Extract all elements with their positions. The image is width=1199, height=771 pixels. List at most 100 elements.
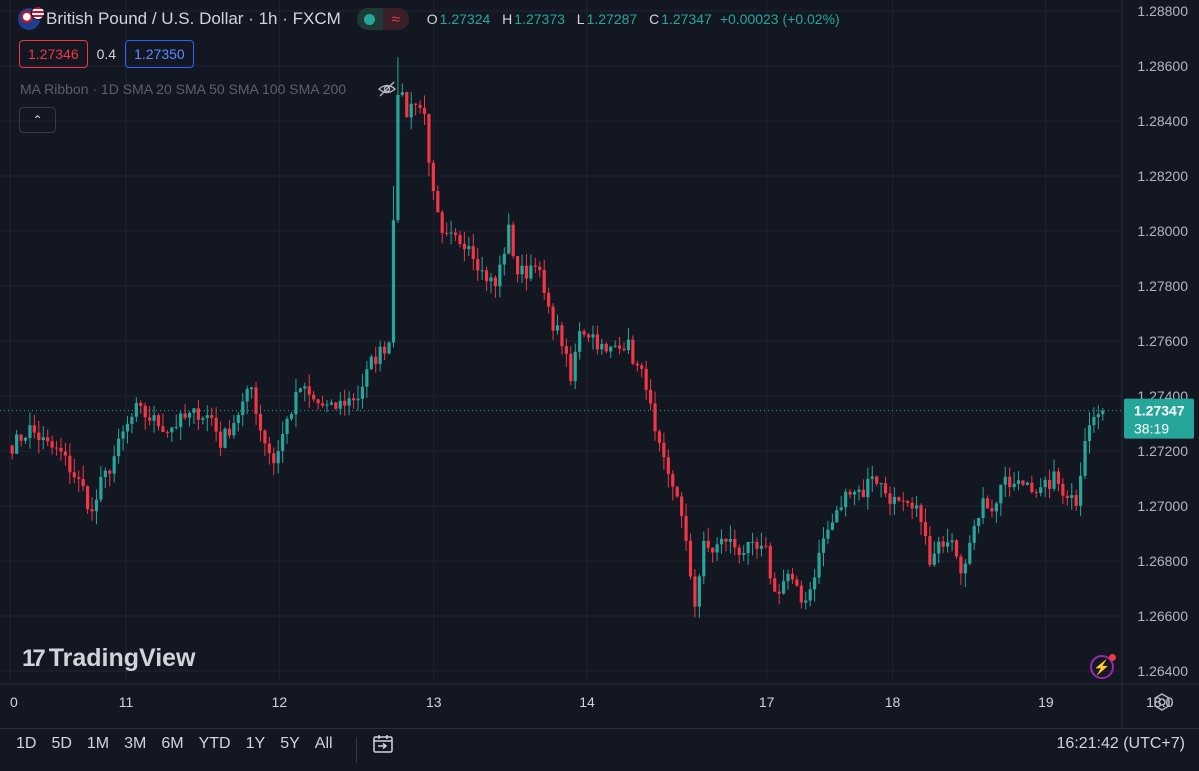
- candle-body: [914, 505, 919, 509]
- tf-5y[interactable]: 5Y: [280, 735, 300, 752]
- candle-body: [94, 499, 99, 512]
- buy-button[interactable]: 1.27350: [125, 40, 194, 68]
- candle-body: [968, 542, 972, 564]
- candle-body: [981, 498, 985, 518]
- candle-body: [312, 394, 316, 400]
- trade-panel: 1.27346 0.4 1.27350: [19, 40, 194, 68]
- ohlc-key-close: C: [649, 11, 660, 27]
- candle-body: [959, 556, 963, 574]
- tf-3m[interactable]: 3M: [124, 735, 147, 752]
- candle-body: [143, 405, 147, 418]
- symbol-title[interactable]: British Pound / U.S. Dollar · 1h · FXCM: [46, 9, 341, 28]
- candle-body: [1043, 479, 1047, 488]
- lightning-icon[interactable]: ⚡: [1090, 654, 1116, 679]
- tf-ytd[interactable]: YTD: [198, 735, 231, 752]
- candle-body: [196, 408, 201, 420]
- candle-body: [391, 220, 396, 343]
- candle-body: [1056, 471, 1061, 484]
- candle-body: [1052, 471, 1056, 489]
- candle-body: [932, 553, 936, 565]
- candle-body: [804, 600, 808, 603]
- candle-body: [351, 398, 356, 401]
- candle-body: [609, 346, 613, 352]
- candle-body: [59, 447, 63, 452]
- candle-body: [644, 368, 648, 390]
- tf-1y[interactable]: 1Y: [245, 735, 266, 752]
- calendar-range-icon[interactable]: [371, 733, 395, 755]
- candle-body: [946, 542, 950, 547]
- candle-body: [844, 491, 848, 508]
- candle-body: [1096, 414, 1100, 418]
- candle-body: [431, 162, 435, 192]
- candle-body: [719, 538, 724, 545]
- candle-body: [582, 331, 586, 335]
- candle-body: [422, 107, 427, 114]
- candle-body: [15, 434, 19, 454]
- tradingview-logo[interactable]: 17 TradingView: [22, 644, 196, 673]
- candlestick-chart[interactable]: 1.28800 1.28600 1.28400 1.28200 1.28000 1.278…: [0, 0, 1199, 728]
- candle-body: [50, 441, 54, 448]
- candle-body: [622, 348, 626, 351]
- candle-body: [990, 508, 994, 512]
- candle-body: [440, 212, 444, 233]
- market-open-dot-icon: [357, 14, 383, 25]
- candle-body: [41, 437, 45, 441]
- candle-body: [706, 540, 710, 548]
- candle-body: [919, 505, 923, 523]
- candle-body: [360, 386, 365, 399]
- candle-body: [910, 502, 914, 509]
- tf-5d[interactable]: 5D: [51, 735, 72, 752]
- candle-body: [409, 103, 413, 118]
- collapse-legend-button[interactable]: ⌃: [19, 107, 56, 133]
- candle-body: [640, 365, 644, 369]
- candle-body: [294, 392, 298, 415]
- sell-button[interactable]: 1.27346: [19, 40, 88, 68]
- tf-6m[interactable]: 6M: [161, 735, 184, 752]
- candle-body: [524, 265, 529, 279]
- candle-body: [817, 552, 821, 578]
- candle-body: [471, 246, 475, 260]
- gear-icon[interactable]: [1153, 693, 1171, 711]
- candle-body: [445, 232, 449, 234]
- hide-eye-icon[interactable]: [377, 79, 397, 99]
- y-tick-label: 1.28400: [1137, 113, 1188, 129]
- indicator-legend[interactable]: MA Ribbon · 1D SMA 20 SMA 50 SMA 100 SMA…: [20, 81, 347, 97]
- ohlc-key-low: L: [576, 11, 585, 27]
- y-tick-label: 1.26400: [1137, 663, 1188, 679]
- candle-body: [790, 573, 795, 580]
- candle-body: [649, 389, 653, 404]
- candle-body: [103, 470, 107, 478]
- x-tick-label: 17: [759, 694, 775, 710]
- y-tick-label: 1.28000: [1137, 223, 1188, 239]
- candle-body: [46, 437, 50, 442]
- market-status-pill[interactable]: ≈: [356, 8, 409, 30]
- candle-body: [870, 476, 874, 479]
- candle-body: [1065, 495, 1069, 498]
- tf-1d[interactable]: 1D: [16, 735, 37, 752]
- candle-body: [507, 224, 511, 254]
- candle-body: [666, 457, 670, 475]
- candle-body: [187, 412, 192, 418]
- candle-body: [23, 437, 28, 441]
- tf-all[interactable]: All: [314, 735, 333, 752]
- candle-body: [1003, 476, 1007, 485]
- candle-body: [81, 478, 85, 487]
- candle-body: [1047, 479, 1052, 489]
- candle-body: [174, 426, 178, 428]
- y-tick-label: 1.26600: [1137, 608, 1188, 624]
- candle-body: [387, 342, 391, 354]
- candle-body: [994, 503, 998, 512]
- current-price-label-bg: [1124, 398, 1194, 439]
- x-tick-label: 14: [579, 694, 595, 710]
- candle-body: [210, 415, 214, 418]
- candle-body: [551, 306, 555, 331]
- candle-body: [781, 581, 786, 594]
- candle-body: [37, 432, 41, 441]
- timezone-clock[interactable]: 16:21:42 (UTC+7): [1056, 735, 1185, 752]
- candle-body: [857, 489, 861, 492]
- tf-1m[interactable]: 1M: [86, 735, 110, 752]
- candle-body: [276, 451, 280, 464]
- candle-body: [356, 398, 360, 401]
- wave-icon: ≈: [382, 8, 409, 30]
- tradingview-logo-text: TradingView: [48, 644, 196, 672]
